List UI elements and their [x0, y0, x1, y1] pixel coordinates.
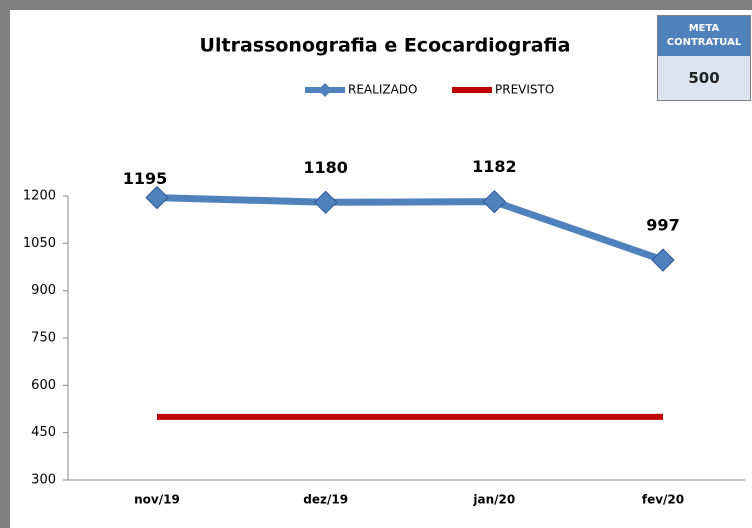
y-tick-label: 900 — [31, 283, 56, 298]
x-tick-label: jan/20 — [472, 493, 515, 507]
data-label: 997 — [646, 216, 679, 235]
meta-value: 500 — [688, 69, 720, 87]
marker — [651, 248, 675, 272]
data-label: 1180 — [303, 158, 348, 177]
chart-area — [10, 10, 752, 528]
meta-label: META CONTRATUAL — [658, 16, 750, 56]
x-tick-label: fev/20 — [642, 493, 684, 507]
marker — [145, 185, 169, 210]
y-tick-label: 1200 — [23, 189, 56, 204]
data-label: 1195 — [123, 169, 168, 188]
legend-marker — [318, 83, 332, 97]
series-line — [156, 194, 665, 264]
y-tick-label: 750 — [31, 331, 56, 346]
y-tick-label: 450 — [31, 425, 56, 440]
marker — [482, 189, 507, 214]
meta-box: META CONTRATUAL 500 — [657, 15, 751, 101]
legend-label: PREVISTO — [495, 83, 554, 97]
y-tick-label: 300 — [31, 473, 56, 488]
y-tick-label: 1050 — [23, 236, 56, 251]
x-tick-label: dez/19 — [303, 493, 348, 507]
x-tick-label: nov/19 — [134, 493, 180, 507]
y-tick-label: 600 — [31, 378, 56, 393]
legend-label: REALIZADO — [348, 83, 417, 97]
marker — [313, 190, 338, 215]
data-label: 1182 — [472, 157, 517, 176]
chart-title: Ultrassonografia e Ecocardiografia — [200, 35, 571, 57]
